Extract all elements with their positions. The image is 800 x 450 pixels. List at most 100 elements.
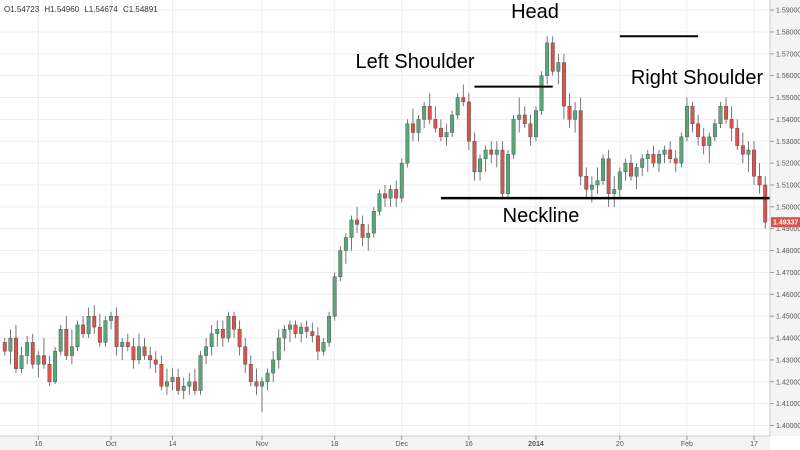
time-tick-label: 2014 [528,441,544,448]
candle [673,149,678,172]
candle [567,93,572,129]
candle [483,145,488,172]
candle [489,141,494,164]
candle [366,224,371,251]
candle [142,338,147,360]
candle-body-down [729,119,734,129]
candle [30,333,35,369]
candle-body-down [394,189,399,199]
candle [416,115,421,142]
candle [438,119,443,142]
candle-body-up [226,315,231,339]
candle-body-up [187,381,192,387]
last-price-badge: 1.49337 [771,217,800,228]
candle-body-up [265,372,270,382]
candle-body-up [450,114,455,133]
time-tick-label: Nov [256,441,269,448]
candle [131,338,136,369]
candle [522,106,527,129]
candle [137,333,141,365]
time-tick-label: Oct [106,441,117,448]
candle-body-down [550,42,555,72]
candle [718,101,723,129]
candle [288,320,292,343]
candle [629,154,633,181]
candle-body-up [545,42,550,76]
time-axis[interactable] [0,436,770,450]
price-tick-label: 1.47000 [776,270,800,277]
candle [304,320,309,339]
candle [226,311,231,343]
candle [399,158,404,203]
price-tick-label: 1.43000 [776,357,800,364]
candle [478,154,482,181]
candle [81,316,86,339]
candle-body-down [2,342,7,352]
candle-body-down [567,106,572,120]
candle-body-down [466,101,471,142]
candle [444,123,449,146]
candle-body-down [578,110,583,177]
candle [534,106,538,142]
candle-body-up [539,75,544,111]
candle [461,84,466,107]
candle [578,97,583,185]
candle [53,346,58,384]
candle [215,320,220,347]
candle-body-down [489,149,494,155]
price-tick-label: 1.42000 [776,379,800,386]
candle-body-down [153,359,158,365]
candle-body-up [483,149,488,159]
candle [707,132,712,164]
candle [2,338,7,356]
candle [472,132,477,181]
candle-body-up [617,171,622,190]
candle-body-down [438,127,443,138]
candle-body-up [746,149,751,155]
candle-body-down [315,335,320,352]
ohlc-close-value: 1.54891 [129,5,158,14]
candle-body-up [349,219,354,238]
candle [712,119,717,142]
candles [2,36,768,413]
price-tick-label: 1.53000 [776,139,800,146]
candle [690,101,695,133]
price-tick-label: 1.56000 [776,73,800,80]
candle-body-up [556,62,561,72]
price-tick-label: 1.40000 [776,423,800,430]
candle [645,149,650,172]
candle-body-up [494,149,499,155]
candle-body-up [276,337,281,361]
candle-body-up [405,123,410,164]
ohlc-low-value: 1.54674 [89,5,118,14]
candle-body-up [282,329,287,339]
candle-body-up [679,136,684,164]
candle [617,167,622,199]
candle [159,355,164,391]
ohlc-readout: O1.54723 H1.54960 L1.54674 C1.54891 [4,5,158,14]
candle [383,184,387,207]
candle [494,141,499,168]
candle [153,351,158,374]
candle [724,97,728,124]
candle [411,108,415,142]
last-price-badge-text: 1.49337 [773,220,798,227]
ohlc-open-value: 1.54723 [10,5,39,14]
candle-body-down [64,329,69,356]
candle [349,215,354,251]
candle [192,368,197,395]
candle [8,329,13,365]
candle-body-down [232,315,236,330]
candle [69,329,74,365]
time-tick-label: 16 [465,441,473,448]
candle [243,338,248,374]
candle-body-up [595,180,600,186]
candle-body-down [14,337,18,369]
candle-body-up [75,324,80,347]
candle-body-up [684,106,689,138]
candle [506,149,510,199]
candle-body-up [36,355,41,365]
candle [355,206,359,234]
candle [601,154,605,185]
